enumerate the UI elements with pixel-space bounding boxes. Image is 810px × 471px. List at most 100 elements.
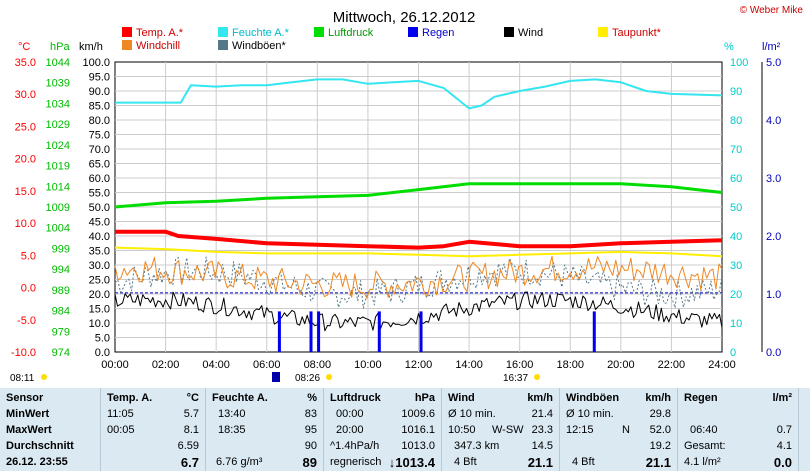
col-pressure: Luftdruck hPa 00:00 1009.6 20:00 1016.1 ^1.… [324, 388, 442, 471]
temp-title: Temp. A. [107, 392, 153, 404]
x-tick-label: 02:00 [152, 359, 180, 371]
hpa-tick-label: 1029 [46, 119, 70, 131]
x-tick-label: 16:00 [506, 359, 534, 371]
kmh-tick-label: 55.0 [89, 188, 110, 200]
temp-min-time: 11:05 [107, 408, 134, 420]
legend-swatch-pressure [314, 27, 324, 37]
press-unit: hPa [414, 392, 435, 404]
pct-tick-label: 0 [730, 347, 736, 359]
press-min-time: 00:00 [336, 408, 364, 420]
moon-time: 08:26 [295, 373, 320, 384]
gust-avg: 19.2 [649, 440, 671, 452]
kmh-unit-label: km/h [79, 41, 103, 53]
press-avg: 1013.0 [401, 440, 435, 452]
press-forecast: regnerisch [330, 456, 382, 468]
gust-now: 21.1 [645, 455, 671, 470]
kmh-tick-label: 10.0 [89, 318, 110, 330]
wind-title: Wind [448, 392, 475, 404]
kmh-tick-label: 70.0 [89, 144, 110, 156]
hum-now: 89 [302, 455, 317, 470]
copyright-text: © Weber Mike [740, 5, 804, 16]
chart-axes: 35.0 30.0 25.0 20.0 15.0 10.0 5.0 0.0 -5.0 -10.0 1… [11, 41, 781, 371]
pct-tick-label: 70 [730, 144, 742, 156]
kmh-tick-label: 100.0 [82, 57, 110, 69]
moon-sun-icon [326, 374, 332, 380]
hum-abs: 6.76 g/m³ [216, 456, 263, 468]
hpa-tick-label: 1039 [46, 78, 70, 90]
pct-tick-label: 10 [730, 318, 742, 330]
temp-tick-label: 30.0 [15, 89, 36, 101]
kmh-tick-label: 20.0 [89, 289, 110, 301]
hpa-tick-label: 1034 [46, 98, 70, 110]
press-now: ↓1013.4 [388, 455, 435, 470]
series-windchill-line [114, 255, 723, 299]
kmh-tick-label: 60.0 [89, 173, 110, 185]
pct-unit-label: % [724, 41, 734, 53]
kmh-tick-label: 85.0 [89, 101, 110, 113]
wind-avg: 14.5 [531, 440, 553, 452]
legend-label-pressure: Luftdruck [328, 27, 374, 39]
rain-total-label: Gesamt: [684, 440, 726, 452]
rain-tick-label: 2.0 [766, 231, 781, 243]
label-now: 26.12. 23:55 [6, 456, 68, 468]
legend-swatch-temp [122, 27, 132, 37]
x-tick-label: 00:00 [101, 359, 129, 371]
label-max: MaxWert [6, 424, 52, 436]
hpa-unit-label: hPa [50, 41, 70, 53]
series-dewpoint-line [114, 246, 723, 258]
temp-unit-label: °C [18, 41, 30, 53]
kmh-tick-label: 45.0 [89, 217, 110, 229]
label-min: MinWert [6, 408, 50, 420]
legend-swatch-windchill [122, 40, 132, 50]
rain-bar [277, 311, 281, 352]
rain-max-value: 0.7 [776, 424, 792, 436]
sun-moon-row: 08:11 08:26 16:37 [10, 372, 540, 384]
rain-bar [309, 311, 313, 352]
series-humidity-line [115, 78, 723, 110]
pct-tick-label: 60 [730, 173, 742, 185]
gust-bft: 4 Bft [572, 456, 595, 468]
kmh-tick-label: 80.0 [89, 115, 110, 127]
rain-tick-label: 0.0 [766, 347, 781, 359]
wind-max-dir: W-SW [492, 424, 524, 436]
kmh-tick-label: 90.0 [89, 86, 110, 98]
sunset-time: 16:37 [503, 373, 528, 384]
temp-max-time: 00:05 [107, 424, 135, 436]
x-tick-label: 24:00 [708, 359, 736, 371]
gust-avg10-value: 29.8 [649, 408, 671, 420]
pct-tick-label: 20 [730, 289, 742, 301]
hpa-tick-label: 1019 [46, 161, 70, 173]
hum-min-time: 13:40 [218, 408, 246, 420]
temp-tick-label: 35.0 [15, 57, 36, 69]
rain-now: 0.0 [773, 455, 792, 470]
sunrise-icon [41, 374, 47, 380]
pct-tick-label: 50 [730, 202, 742, 214]
temp-avg: 6.59 [177, 440, 199, 452]
plot-area [114, 61, 723, 353]
pct-tick-label: 100 [730, 57, 748, 69]
series-wind-line [114, 291, 723, 332]
temp-tick-label: 0.0 [21, 283, 36, 295]
rain-title: Regen [684, 392, 718, 404]
pct-tick-label: 30 [730, 260, 742, 272]
press-min-value: 1009.6 [401, 408, 435, 420]
wind-distance: 347.3 km [454, 440, 500, 452]
hum-max-time: 18:35 [218, 424, 246, 436]
hpa-tick-label: 984 [52, 306, 70, 318]
kmh-tick-label: 95.0 [89, 72, 110, 84]
col-labels: Sensor MinWert MaxWert Durchschnitt 26.1… [0, 388, 101, 471]
kmh-tick-label: 65.0 [89, 159, 110, 171]
legend-label-humidity: Feuchte A.* [232, 27, 290, 39]
hum-title: Feuchte A. [212, 392, 268, 404]
col-temp: Temp. A. °C 11:05 5.7 00:05 8.1 6.59 6.7 [101, 388, 206, 471]
wind-max-time: 10:50 [448, 424, 476, 436]
series-gusts-line [114, 256, 723, 309]
hum-min-value: 83 [304, 408, 317, 420]
hum-unit: % [307, 392, 317, 404]
press-title: Luftdruck [330, 392, 381, 404]
temp-tick-label: -10.0 [11, 347, 36, 359]
wind-avg10-value: 21.4 [531, 408, 553, 420]
rain-bar [592, 311, 596, 352]
col-humidity: Feuchte A.% 13:40 83 18:35 95 90 6.76 g/m³… [206, 388, 324, 471]
wind-avg10-label: Ø 10 min. [448, 408, 496, 420]
